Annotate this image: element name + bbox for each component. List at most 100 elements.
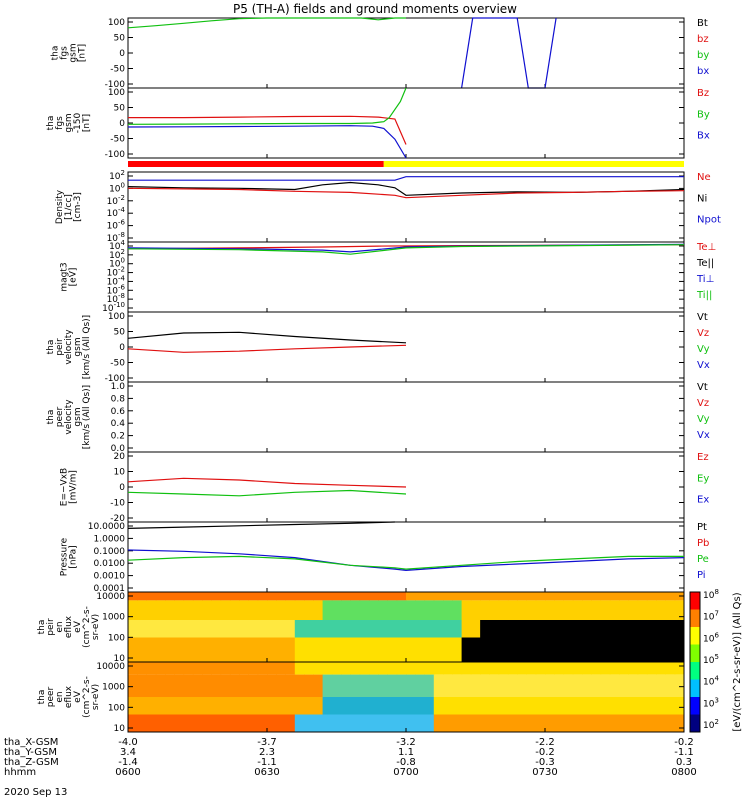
- spectrogram-cell: [267, 637, 277, 662]
- spectrogram-cell: [563, 662, 574, 675]
- legend-entry: bx: [697, 66, 709, 77]
- spectrogram-cell: [424, 600, 435, 620]
- y-tick-label: 10.0000: [88, 522, 125, 532]
- spectrogram-cell: [359, 600, 370, 620]
- colorbar-segment: [690, 679, 700, 698]
- spectrogram-cell: [146, 600, 157, 620]
- y-tick-label: 10-6: [107, 219, 126, 232]
- colorbar-segment: [690, 714, 700, 733]
- legend-entry: Te⊥: [696, 242, 716, 253]
- spectrogram-cell: [535, 714, 546, 732]
- spectrogram-cell: [656, 714, 666, 732]
- y-tick-label: 102: [109, 169, 125, 182]
- legend-entry: Npot: [697, 215, 721, 226]
- legend-entry: Vt: [697, 382, 708, 393]
- spectrogram-cell: [646, 620, 657, 638]
- spectrogram-cell: [128, 674, 138, 697]
- spectrogram-cell: [202, 620, 212, 638]
- spectrogram-cell: [480, 662, 490, 675]
- spectrogram-cell: [128, 620, 138, 638]
- spectrogram-cell: [646, 637, 657, 662]
- spectrogram-cell: [192, 592, 203, 601]
- spectrogram-cell: [128, 714, 138, 732]
- spectrogram-cell: [433, 697, 444, 715]
- spectrogram-cell: [452, 600, 463, 620]
- spectrogram-cell: [276, 637, 287, 662]
- y-axis-label-line: (cm^2-s-: [82, 676, 92, 718]
- spectrogram-cell: [239, 592, 249, 601]
- spectrogram-cell: [220, 620, 231, 638]
- y-axis-label-line: en: [55, 691, 65, 702]
- spectrogram-cell: [387, 662, 398, 675]
- spectrogram-cell: [628, 592, 639, 601]
- legend-entry: Pt: [697, 522, 707, 533]
- colorbar-segment: [690, 662, 700, 680]
- spectrogram-cell: [545, 662, 555, 675]
- x-axis-value: -3.2: [396, 737, 416, 748]
- spectrogram-cell: [646, 697, 657, 715]
- colorbar-tick-label: 102: [703, 718, 719, 731]
- y-axis-label-line: eflux: [64, 685, 74, 708]
- spectrogram-cell: [406, 600, 416, 620]
- spectrogram-cell: [211, 620, 222, 638]
- spectrogram-cell: [276, 674, 287, 697]
- x-axis-value: 0800: [671, 767, 696, 778]
- spectrogram-cell: [322, 592, 333, 601]
- spectrogram-cell: [248, 620, 259, 638]
- spectrogram-cell: [637, 674, 648, 697]
- colorbar-segment: [690, 592, 700, 610]
- spectrogram-cell: [229, 592, 240, 601]
- spectrogram-cell: [267, 674, 277, 697]
- spectrogram-cell: [545, 674, 555, 697]
- y-tick-label: 100: [109, 257, 125, 270]
- spectrogram-cell: [619, 600, 629, 620]
- spectrogram-cell: [276, 697, 287, 715]
- spectrogram-cell: [350, 674, 361, 697]
- spectrogram-cell: [378, 662, 388, 675]
- spectrogram-cell: [387, 620, 398, 638]
- y-axis-label-line: [1/cc]: [64, 194, 74, 220]
- y-axis-label-line: tha: [51, 46, 61, 61]
- y-tick-label: -100: [105, 150, 126, 160]
- spectrogram-cell: [220, 662, 231, 675]
- spectrogram-cell: [591, 674, 602, 697]
- spectrogram-cell: [572, 637, 583, 662]
- spectrogram-cell: [220, 600, 231, 620]
- series-line: [127, 344, 407, 353]
- y-tick-label: 100: [109, 181, 125, 194]
- spectrogram-cell: [239, 620, 249, 638]
- spectrogram-cell: [211, 592, 222, 601]
- spectrogram-cell: [415, 592, 426, 601]
- spectrogram-cell: [387, 714, 398, 732]
- legend-entry: Vy: [697, 414, 710, 425]
- spectrogram-cell: [183, 620, 194, 638]
- x-axis-value: 2.3: [259, 747, 275, 758]
- spectrogram-cell: [359, 714, 370, 732]
- spectrogram-cell: [480, 697, 490, 715]
- spectrogram-cell: [452, 697, 463, 715]
- spectrogram-cell: [609, 637, 620, 662]
- spectrogram-cell: [350, 637, 361, 662]
- x-axis-value: -0.2: [535, 747, 555, 758]
- y-axis-label-line: Pressure: [60, 537, 70, 576]
- spectrogram-cell: [489, 697, 500, 715]
- y-tick-label: 0: [119, 343, 125, 353]
- spectrogram-cell: [239, 674, 249, 697]
- colorbar-tick-label: 107: [703, 610, 719, 623]
- spectrogram-cell: [229, 637, 240, 662]
- spectrogram-cell: [304, 662, 314, 675]
- spectrogram-cell: [498, 620, 509, 638]
- spectrogram-cell: [591, 697, 602, 715]
- x-axis-value: -3.7: [257, 737, 277, 748]
- y-axis-label-line: -150: [73, 113, 83, 134]
- spectrogram-cell: [535, 674, 546, 697]
- spectrogram-cell: [461, 662, 472, 675]
- spectrogram-cell: [554, 592, 565, 601]
- spectrogram-cell: [572, 662, 583, 675]
- y-tick-label: 0: [119, 119, 125, 129]
- spectrogram-cell: [304, 600, 314, 620]
- legend-entry: Pb: [697, 538, 709, 549]
- colorbar-frame: [689, 591, 701, 733]
- x-axis-row-label: tha_Z-GSM: [4, 757, 59, 768]
